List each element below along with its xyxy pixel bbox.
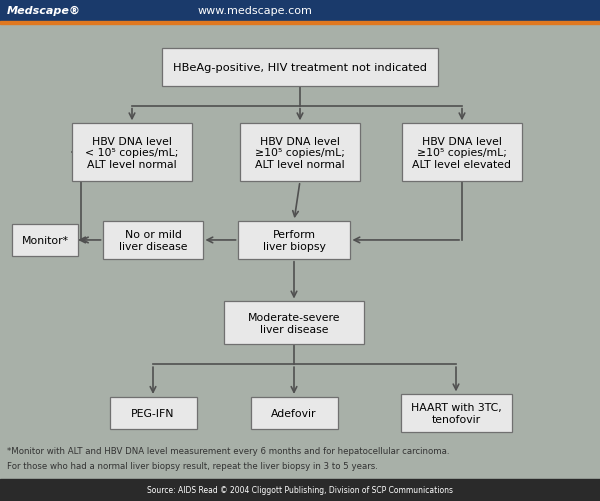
Text: Monitor*: Monitor* bbox=[22, 235, 68, 245]
FancyBboxPatch shape bbox=[162, 49, 438, 86]
FancyBboxPatch shape bbox=[401, 395, 511, 432]
Text: Moderate-severe
liver disease: Moderate-severe liver disease bbox=[248, 312, 340, 334]
Bar bbox=[0, 479, 600, 501]
Text: Source: AIDS Read © 2004 Cliggott Publishing, Division of SCP Communications: Source: AIDS Read © 2004 Cliggott Publis… bbox=[147, 485, 453, 494]
Text: HBV DNA level
≥10⁵ copies/mL;
ALT level elevated: HBV DNA level ≥10⁵ copies/mL; ALT level … bbox=[413, 136, 511, 169]
FancyBboxPatch shape bbox=[251, 397, 337, 430]
Text: Perform
liver biopsy: Perform liver biopsy bbox=[263, 229, 325, 252]
Text: HBV DNA level
< 10⁵ copies/mL;
ALT level normal: HBV DNA level < 10⁵ copies/mL; ALT level… bbox=[85, 136, 179, 169]
Text: HAART with 3TC,
tenofovir: HAART with 3TC, tenofovir bbox=[410, 402, 502, 424]
Text: PEG-IFN: PEG-IFN bbox=[131, 408, 175, 418]
Text: www.medscape.com: www.medscape.com bbox=[198, 6, 313, 16]
Text: Adefovir: Adefovir bbox=[271, 408, 317, 418]
FancyBboxPatch shape bbox=[72, 124, 192, 182]
Text: *Monitor with ALT and HBV DNA level measurement every 6 months and for hepatocel: *Monitor with ALT and HBV DNA level meas… bbox=[7, 446, 450, 455]
Text: HBV DNA level
≥10⁵ copies/mL;
ALT level normal: HBV DNA level ≥10⁵ copies/mL; ALT level … bbox=[255, 136, 345, 169]
Bar bbox=[0, 22, 600, 25]
Text: For those who had a normal liver biopsy result, repeat the liver biopsy in 3 to : For those who had a normal liver biopsy … bbox=[7, 461, 378, 470]
Text: No or mild
liver disease: No or mild liver disease bbox=[119, 229, 187, 252]
FancyBboxPatch shape bbox=[12, 224, 78, 257]
FancyBboxPatch shape bbox=[103, 221, 203, 259]
FancyBboxPatch shape bbox=[223, 302, 364, 345]
Text: HBeAg-positive, HIV treatment not indicated: HBeAg-positive, HIV treatment not indica… bbox=[173, 63, 427, 73]
Bar bbox=[0, 0, 600, 22]
FancyBboxPatch shape bbox=[402, 124, 522, 182]
Text: Medscape®: Medscape® bbox=[7, 6, 81, 16]
FancyBboxPatch shape bbox=[110, 397, 197, 430]
FancyBboxPatch shape bbox=[238, 221, 349, 259]
FancyBboxPatch shape bbox=[240, 124, 360, 182]
